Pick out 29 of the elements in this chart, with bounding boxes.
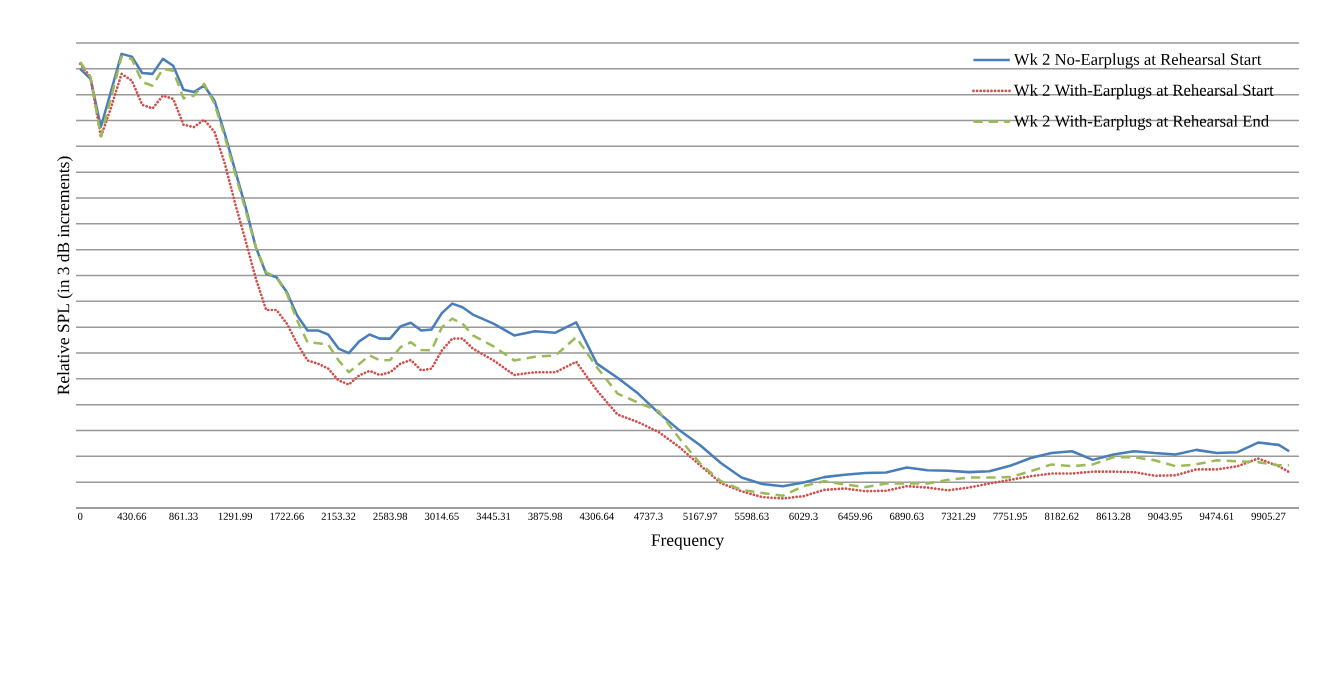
x-tick-label: 3445.31 xyxy=(476,512,511,520)
x-tick-label: 430.66 xyxy=(117,512,147,520)
x-tick-label: 1722.66 xyxy=(270,512,304,520)
x-tick-label: 1291.99 xyxy=(218,512,253,520)
x-tick-label: 861.33 xyxy=(169,512,198,520)
x-tick-label: 8613.28 xyxy=(1096,512,1131,520)
x-axis-title: Frequency xyxy=(651,534,725,550)
x-tick-label: 5167.97 xyxy=(683,512,718,520)
x-tick-label: 9043.95 xyxy=(1148,512,1183,520)
legend-label: Wk 2 No-Earplugs at Rehearsal Start xyxy=(1013,53,1262,69)
x-tick-label: 4737.3 xyxy=(634,512,663,520)
x-tick-label: 2153.32 xyxy=(321,512,356,520)
y-axis-title: Relative SPL (in 3 dB increments) xyxy=(57,156,73,395)
x-tick-label: 9905.27 xyxy=(1251,512,1286,520)
x-tick-label: 6459.96 xyxy=(838,512,873,520)
x-tick-label: 4306.64 xyxy=(579,512,614,520)
x-tick-label: 7751.95 xyxy=(993,512,1028,520)
x-tick-label: 7321.29 xyxy=(941,512,976,520)
x-tick-label: 6890.63 xyxy=(889,512,924,520)
x-tick-label: 6029.3 xyxy=(789,512,818,520)
x-tick-label: 2583.98 xyxy=(373,512,408,520)
x-tick-label: 5598.63 xyxy=(735,512,769,520)
x-tick-label: 3014.65 xyxy=(425,512,459,520)
x-tick-label: 3875.98 xyxy=(528,512,563,520)
x-tick-label: 8182.62 xyxy=(1044,512,1079,520)
legend-label: Wk 2 With-Earplugs at Rehearsal Start xyxy=(1013,84,1274,100)
x-tick-label: 0 xyxy=(77,512,83,520)
legend-label: Wk 2 With-Earplugs at Rehearsal End xyxy=(1013,115,1269,131)
x-tick-label: 9474.61 xyxy=(1199,512,1234,520)
